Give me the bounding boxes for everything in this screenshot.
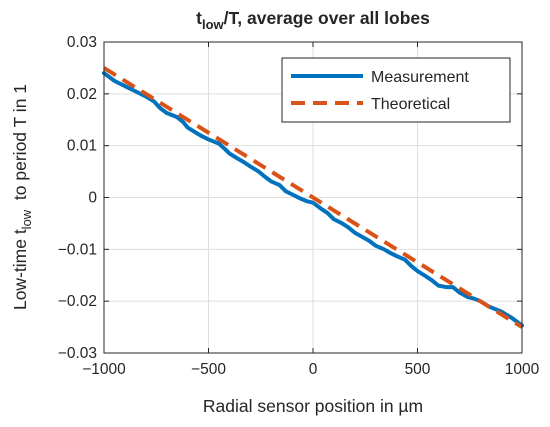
- y-tick-label: −0.03: [58, 345, 97, 362]
- y-tick-label: −0.02: [58, 293, 97, 310]
- legend: Measurement Theoretical: [281, 57, 511, 123]
- x-tick-label: 0: [309, 361, 318, 378]
- series-line-measurement: [102, 71, 524, 328]
- y-tick-label: −0.01: [58, 241, 97, 258]
- legend-box: [281, 57, 511, 123]
- y-axis-label-part-a: Low-time t: [10, 229, 30, 310]
- y-tick-label: 0.01: [67, 138, 97, 155]
- chart-title-subscript: low: [202, 17, 225, 32]
- x-tick-label: 500: [405, 361, 431, 378]
- series-line-theoretical: [102, 66, 524, 329]
- x-axis-label: Radial sensor position in µm: [203, 396, 423, 416]
- y-tick-label: 0.02: [67, 86, 97, 103]
- x-tick-label: −1000: [82, 361, 126, 378]
- y-axis-label-subscript: low: [19, 209, 34, 229]
- y-axis-label: Low-time tlow to period T in 1: [10, 84, 34, 310]
- series-layer: [102, 66, 524, 329]
- x-tick-label: 1000: [505, 361, 540, 378]
- chart-title-part-c: /T, average over all lobes: [224, 8, 430, 28]
- y-tick-label: 0.03: [67, 34, 97, 51]
- x-tick-label: −500: [191, 361, 226, 378]
- legend-label-measurement: Measurement: [371, 69, 469, 86]
- chart-title: tlow/T, average over all lobes: [196, 8, 430, 32]
- chart-title-part-a: t: [196, 8, 202, 28]
- y-axis-label-part-c: to period T in 1: [10, 84, 30, 210]
- ticks: −1000 −500 0 500 1000 −0.03 −0.02 −0.01 0 0.01 0.0…: [58, 34, 540, 378]
- legend-label-theoretical: Theoretical: [371, 96, 450, 113]
- y-tick-label: 0: [88, 190, 97, 207]
